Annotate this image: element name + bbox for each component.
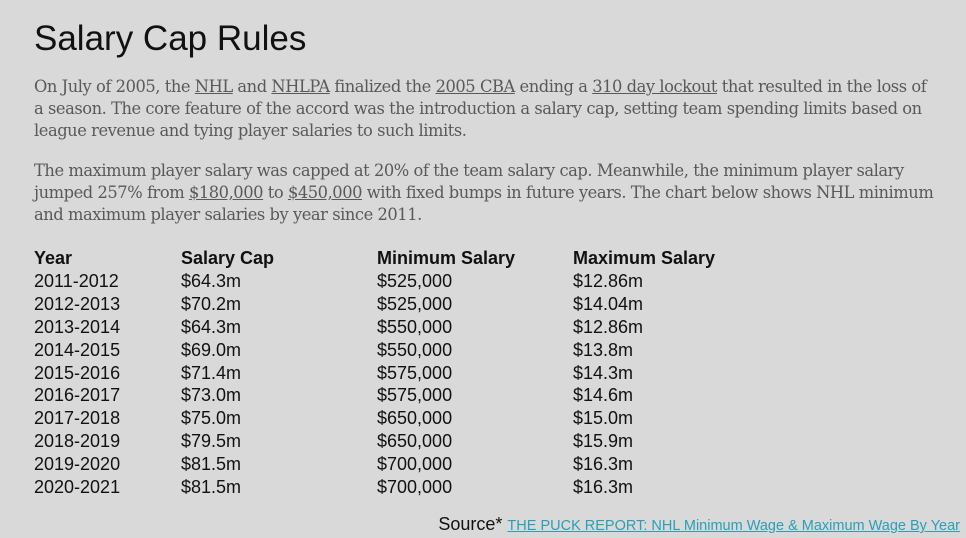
cell-year: 2020-2021: [34, 477, 121, 498]
cell-minimum-salary: $575,000: [377, 385, 453, 406]
cell-salary-cap: $70.2m: [181, 293, 242, 314]
header-salary-cap: Salary Cap: [181, 248, 275, 268]
intro-text-5: that resulted in the loss of a season. T…: [34, 77, 927, 140]
cell-salary-cap: $81.5m: [181, 454, 242, 475]
salary-text-3: with fixed bumps in future years. The ch…: [34, 183, 934, 224]
cba-link[interactable]: 2005 CBA: [435, 77, 516, 96]
salary-paragraph: The maximum player salary was capped at …: [34, 160, 934, 226]
cell-year: 2018-2019: [34, 431, 121, 452]
cell-maximum-salary: $16.3m: [573, 477, 634, 498]
table-row: 2012-2013 $70.2m $525,000 $14.04m: [34, 293, 773, 316]
cell-year: 2015-2016: [34, 362, 121, 383]
intro-text-1: On July of 2005, the: [34, 77, 195, 96]
salary-text-1: The maximum player salary was capped at …: [34, 161, 904, 202]
source-link[interactable]: THE PUCK REPORT: NHL Minimum Wage & Maxi…: [507, 518, 960, 534]
cell-year: 2012-2013: [34, 293, 121, 314]
cell-year: 2019-2020: [34, 454, 121, 475]
table-row: 2011-2012 $64.3m $525,000 $12.86m: [34, 270, 773, 293]
cell-minimum-salary: $700,000: [377, 454, 453, 475]
table-header-row: Year Salary Cap Minimum Salary Maximum S…: [34, 247, 773, 270]
cell-maximum-salary: $16.3m: [573, 454, 634, 475]
cell-salary-cap: $79.5m: [181, 431, 242, 452]
cell-maximum-salary: $12.86m: [573, 270, 644, 291]
table-row: 2013-2014 $64.3m $550,000 $12.86m: [34, 316, 773, 339]
cell-year: 2011-2012: [34, 270, 119, 291]
nhl-link[interactable]: NHL: [194, 77, 233, 96]
source-label: Source*: [438, 514, 503, 534]
cell-salary-cap: $64.3m: [181, 270, 242, 291]
cell-salary-cap: $64.3m: [181, 316, 242, 337]
cell-salary-cap: $71.4m: [181, 362, 242, 383]
cell-minimum-salary: $575,000: [377, 362, 453, 383]
table-row: 2019-2020 $81.5m $700,000 $16.3m: [34, 453, 773, 476]
cell-minimum-salary: $700,000: [377, 477, 453, 498]
table-row: 2018-2019 $79.5m $650,000 $15.9m: [34, 430, 773, 453]
cell-salary-cap: $73.0m: [181, 385, 242, 406]
cell-year: 2013-2014: [34, 316, 121, 337]
page-title: Salary Cap Rules: [34, 19, 307, 58]
table-row: 2015-2016 $71.4m $575,000 $14.3m: [34, 362, 773, 385]
cell-minimum-salary: $525,000: [377, 293, 453, 314]
cell-salary-cap: $81.5m: [181, 477, 242, 498]
source-citation: Source* THE PUCK REPORT: NHL Minimum Wag…: [438, 513, 960, 537]
intro-text-2: and: [232, 77, 272, 96]
cell-maximum-salary: $15.0m: [573, 408, 634, 429]
cell-maximum-salary: $14.3m: [573, 362, 634, 383]
cell-minimum-salary: $550,000: [377, 316, 453, 337]
table-row: 2014-2015 $69.0m $550,000 $13.8m: [34, 339, 773, 362]
nhlpa-link[interactable]: NHLPA: [271, 77, 330, 96]
cell-salary-cap: $69.0m: [181, 339, 242, 360]
lockout-link[interactable]: 310 day lockout: [592, 77, 718, 96]
cell-minimum-salary: $525,000: [377, 270, 453, 291]
cell-maximum-salary: $13.8m: [573, 339, 634, 360]
salary-table: Year Salary Cap Minimum Salary Maximum S…: [34, 247, 773, 499]
intro-paragraph: On July of 2005, the NHL and NHLPA final…: [34, 76, 934, 142]
cell-year: 2014-2015: [34, 339, 121, 360]
old-minimum-link[interactable]: $180,000: [188, 183, 264, 202]
table-row: 2020-2021 $81.5m $700,000 $16.3m: [34, 476, 773, 499]
new-minimum-link[interactable]: $450,000: [287, 183, 363, 202]
cell-maximum-salary: $15.9m: [573, 431, 634, 452]
cell-maximum-salary: $14.04m: [573, 293, 644, 314]
header-year: Year: [34, 248, 73, 268]
cell-minimum-salary: $550,000: [377, 339, 453, 360]
table-row: 2017-2018 $75.0m $650,000 $15.0m: [34, 407, 773, 430]
header-minimum-salary: Minimum Salary: [377, 248, 516, 268]
cell-minimum-salary: $650,000: [377, 431, 453, 452]
intro-text-4: ending a: [514, 77, 593, 96]
cell-minimum-salary: $650,000: [377, 408, 453, 429]
cell-maximum-salary: $14.6m: [573, 385, 634, 406]
cell-maximum-salary: $12.86m: [573, 316, 644, 337]
intro-text-3: finalized the: [329, 77, 436, 96]
cell-year: 2017-2018: [34, 408, 121, 429]
cell-year: 2016-2017: [34, 385, 121, 406]
table-row: 2016-2017 $73.0m $575,000 $14.6m: [34, 384, 773, 407]
header-maximum-salary: Maximum Salary: [573, 248, 716, 268]
cell-salary-cap: $75.0m: [181, 408, 242, 429]
salary-text-2: to: [263, 183, 288, 202]
